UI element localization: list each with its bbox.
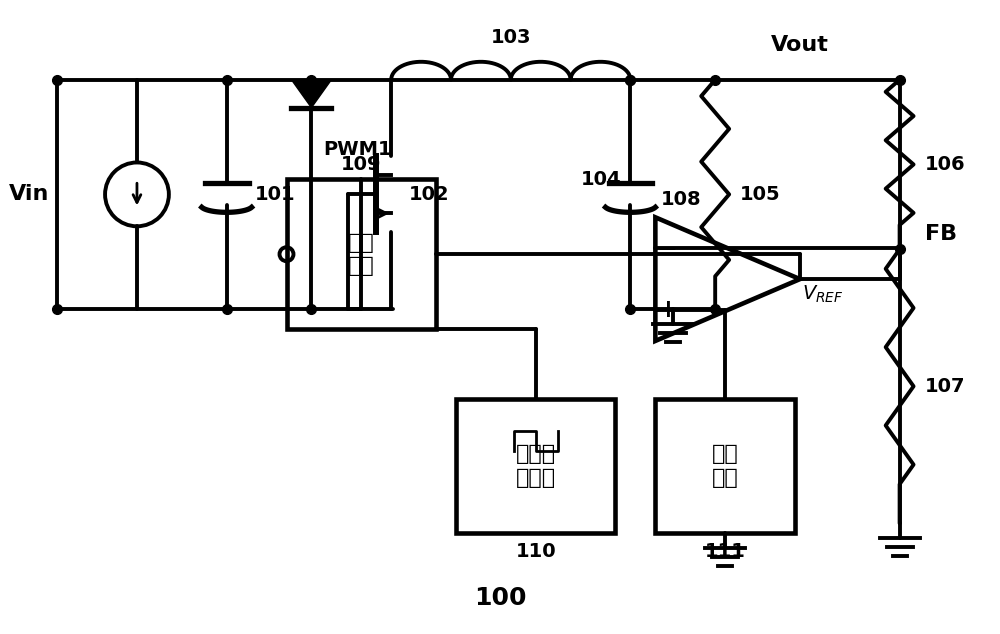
Text: 108: 108 [660, 190, 701, 209]
Bar [287, 179, 436, 329]
Text: $V_{REF}$: $V_{REF}$ [802, 284, 843, 305]
Text: Vout: Vout [771, 35, 829, 55]
Text: FB: FB [925, 224, 957, 244]
Text: Vin: Vin [9, 184, 49, 204]
Bar [456, 399, 615, 533]
Text: 111: 111 [705, 542, 746, 561]
Text: 101: 101 [255, 185, 295, 204]
Text: 110: 110 [515, 542, 556, 561]
Text: 驱动
电路: 驱动 电路 [348, 233, 375, 276]
Text: 109: 109 [341, 155, 382, 174]
Text: 105: 105 [740, 185, 781, 204]
Text: 100: 100 [475, 586, 527, 610]
Bar [655, 399, 795, 533]
Text: 106: 106 [925, 155, 965, 174]
Text: −: − [657, 236, 678, 260]
Text: +: + [657, 298, 678, 322]
Text: 107: 107 [925, 377, 965, 396]
Polygon shape [291, 80, 331, 108]
Text: 104: 104 [581, 170, 621, 189]
Text: PWM1: PWM1 [323, 140, 392, 159]
Text: 参考
电源: 参考 电源 [712, 444, 739, 488]
Text: 102: 102 [409, 185, 450, 204]
Text: 103: 103 [491, 29, 531, 48]
Text: 导通计
时电路: 导通计 时电路 [516, 444, 556, 488]
